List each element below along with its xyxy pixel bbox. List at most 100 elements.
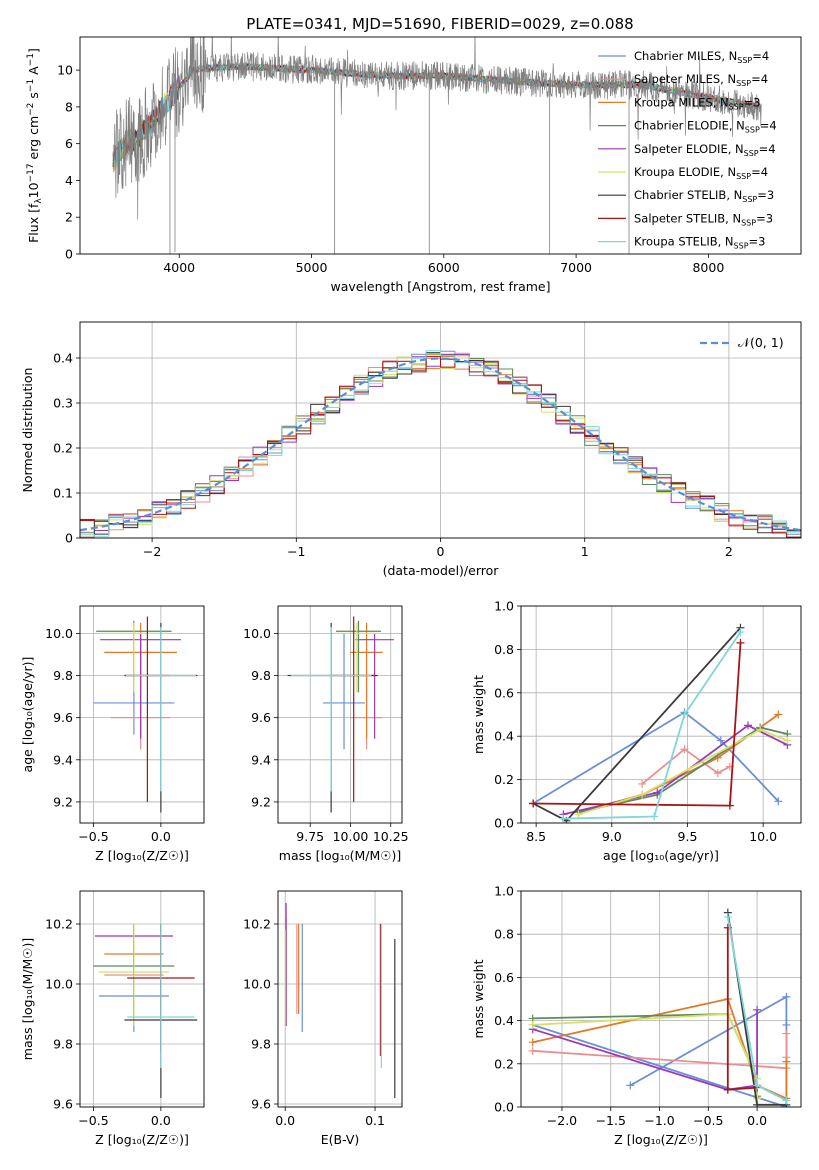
y-tick-label: 10.0 xyxy=(243,626,271,641)
weight-marker-chabrier_stelib xyxy=(753,1100,762,1107)
histogram-kroupa_stelib xyxy=(80,350,801,537)
y-tick-label: 1.0 xyxy=(494,599,514,614)
legend-label-salpeter_stelib: Salpeter STELIB, NSSP=3 xyxy=(634,211,773,227)
x-tick-label: 2 xyxy=(725,544,733,559)
weight-marker-kroupa_elodie xyxy=(638,790,647,799)
x-tick-label: −2 xyxy=(143,544,161,559)
y-axis-label-part: erg cm xyxy=(26,116,41,164)
x-tick-label: −2.0 xyxy=(547,1113,577,1128)
x-tick-label: 5000 xyxy=(296,260,328,275)
weight-marker-salpeter_elodie xyxy=(753,1005,762,1014)
x-tick-label: 4000 xyxy=(163,260,195,275)
plot-area xyxy=(80,891,204,1107)
y-tick-label: 9.6 xyxy=(53,1097,73,1112)
y-tick-label: 10.0 xyxy=(45,626,73,641)
y-tick-label: 0.2 xyxy=(494,1056,514,1071)
x-tick-label: 0.0 xyxy=(151,1113,171,1128)
y-axis-label: mass weight xyxy=(471,959,486,1038)
weight-marker-salpeter_miles xyxy=(713,769,722,778)
x-tick-label: 0 xyxy=(437,544,445,559)
weight-marker-kroupa_miles xyxy=(774,710,783,719)
weight-marker-kroupa_elodie xyxy=(574,810,583,819)
normal-curve xyxy=(80,357,801,532)
weight-marker-salpeter_stelib xyxy=(736,638,745,647)
y-tick-label: 8 xyxy=(65,99,73,114)
x-axis-label: Z [log₁₀(Z/Z☉)] xyxy=(95,848,189,863)
weight-marker-salpeter_stelib xyxy=(723,1085,732,1094)
x-tick-label: −0.5 xyxy=(78,1113,108,1128)
y-tick-label: 0 xyxy=(65,531,73,546)
y-axis-label: Flux [fλ10−17 erg cm−2 s−1 A−1] xyxy=(26,48,44,243)
y-tick-label: 9.6 xyxy=(53,710,73,725)
weight-marker-kroupa_stelib xyxy=(680,710,689,719)
weight-marker-kroupa_stelib xyxy=(782,1096,791,1105)
y-tick-label: 9.2 xyxy=(53,794,73,809)
x-axis-label: Z [log₁₀(Z/Z☉)] xyxy=(95,1132,189,1147)
weight-line-salpeter_elodie xyxy=(532,1009,758,1091)
y-tick-label: 0.2 xyxy=(53,441,73,456)
y-axis-label-part: 10 xyxy=(26,182,41,198)
weight-marker-chabrier_miles xyxy=(716,736,725,745)
x-tick-label: 10.0 xyxy=(749,829,777,844)
x-tick-label: 9.75 xyxy=(296,829,324,844)
y-tick-label: 10.2 xyxy=(45,917,73,932)
observed-spectrum xyxy=(112,37,762,220)
legend-label-normal: 𝒩(0, 1) xyxy=(738,335,784,350)
legend-label-chabrier_elodie: Chabrier ELODIE, NSSP=4 xyxy=(634,119,777,135)
figure-title: PLATE=0341, MJD=51690, FIBERID=0029, z=0… xyxy=(246,15,633,33)
weight-marker-chabrier_miles xyxy=(782,1020,791,1029)
axes-frame xyxy=(79,321,802,539)
y-tick-label: 0 xyxy=(65,247,73,262)
y-tick-label: 9.8 xyxy=(53,668,73,683)
weight-marker-kroupa_elodie xyxy=(528,1020,537,1029)
plot-area xyxy=(278,891,402,1107)
weight-marker-kroupa_stelib xyxy=(736,628,745,637)
weight-line-chabrier_elodie xyxy=(532,1013,758,1097)
y-tick-label: 0.3 xyxy=(53,396,73,411)
y-tick-label: 0.4 xyxy=(53,351,73,366)
x-tick-label: −1.5 xyxy=(596,1113,626,1128)
x-tick-label: −1.0 xyxy=(644,1113,674,1128)
y-tick-label: 9.8 xyxy=(251,1037,271,1052)
weight-marker-salpeter_stelib xyxy=(529,799,538,808)
y-tick-label: 9.4 xyxy=(251,752,271,767)
weight-marker-kroupa_elodie xyxy=(756,725,765,734)
x-tick-label: 0.0 xyxy=(747,1113,767,1128)
weight-marker-chabrier_miles xyxy=(626,1081,635,1090)
panel-age_vs_mass: 9.75 10.00 10.25 9.2 9.4 9.6 9.8 10.0 mass [log₁… xyxy=(243,605,409,863)
y-tick-label: 0.0 xyxy=(494,816,514,831)
y-tick-label: 10 xyxy=(57,63,73,78)
weight-marker-salpeter_miles xyxy=(528,1046,537,1055)
y-axis-label-part: −1 xyxy=(26,53,36,66)
weight-marker-salpeter_elodie xyxy=(653,788,662,797)
y-tick-label: 0.6 xyxy=(494,685,514,700)
y-tick-label: 0.4 xyxy=(494,1013,514,1028)
y-tick-label: 0.0 xyxy=(494,1100,514,1115)
panel-age_vs_Z: −0.5 0.0 9.2 9.4 9.6 9.8 10.0 Z [log₁₀(Z/Z☉)] ag… xyxy=(20,605,205,863)
y-axis-label-part: ] xyxy=(26,48,41,53)
weight-marker-salpeter_miles xyxy=(638,779,647,788)
y-tick-label: 1.0 xyxy=(494,884,514,899)
x-tick-label: −1 xyxy=(287,544,305,559)
weight-marker-salpeter_miles xyxy=(782,1029,791,1038)
y-axis-label-part: −1 xyxy=(26,79,36,92)
weight-marker-kroupa_stelib xyxy=(650,812,659,821)
x-tick-label: 8.5 xyxy=(526,829,546,844)
panel-weight_vs_Z: −2.0 −1.5 −1.0 −0.5 0.0 0.0 0.2 0.4 0.6 0.8 1.0 Z [… xyxy=(471,884,802,1147)
y-axis-label: mass [log₁₀(M/M☉)] xyxy=(20,938,35,1060)
legend-label-salpeter_elodie: Salpeter ELODIE, NSSP=4 xyxy=(634,142,776,158)
plot-area xyxy=(112,37,762,254)
legend-label-chabrier_stelib: Chabrier STELIB, NSSP=3 xyxy=(634,188,774,204)
x-tick-label: −0.5 xyxy=(78,829,108,844)
axes-frame xyxy=(79,890,205,1108)
y-tick-label: 6 xyxy=(65,136,73,151)
plot-area xyxy=(80,606,204,823)
axes-frame xyxy=(520,605,802,824)
y-tick-label: 2 xyxy=(65,210,73,225)
x-tick-label: 9.5 xyxy=(678,829,698,844)
x-tick-label: 6000 xyxy=(428,260,460,275)
y-tick-label: 9.4 xyxy=(53,752,73,767)
y-tick-label: 10.0 xyxy=(45,977,73,992)
legend-label-salpeter_miles: Salpeter MILES, NSSP=4 xyxy=(634,72,768,88)
weight-line-salpeter_stelib xyxy=(533,642,742,807)
